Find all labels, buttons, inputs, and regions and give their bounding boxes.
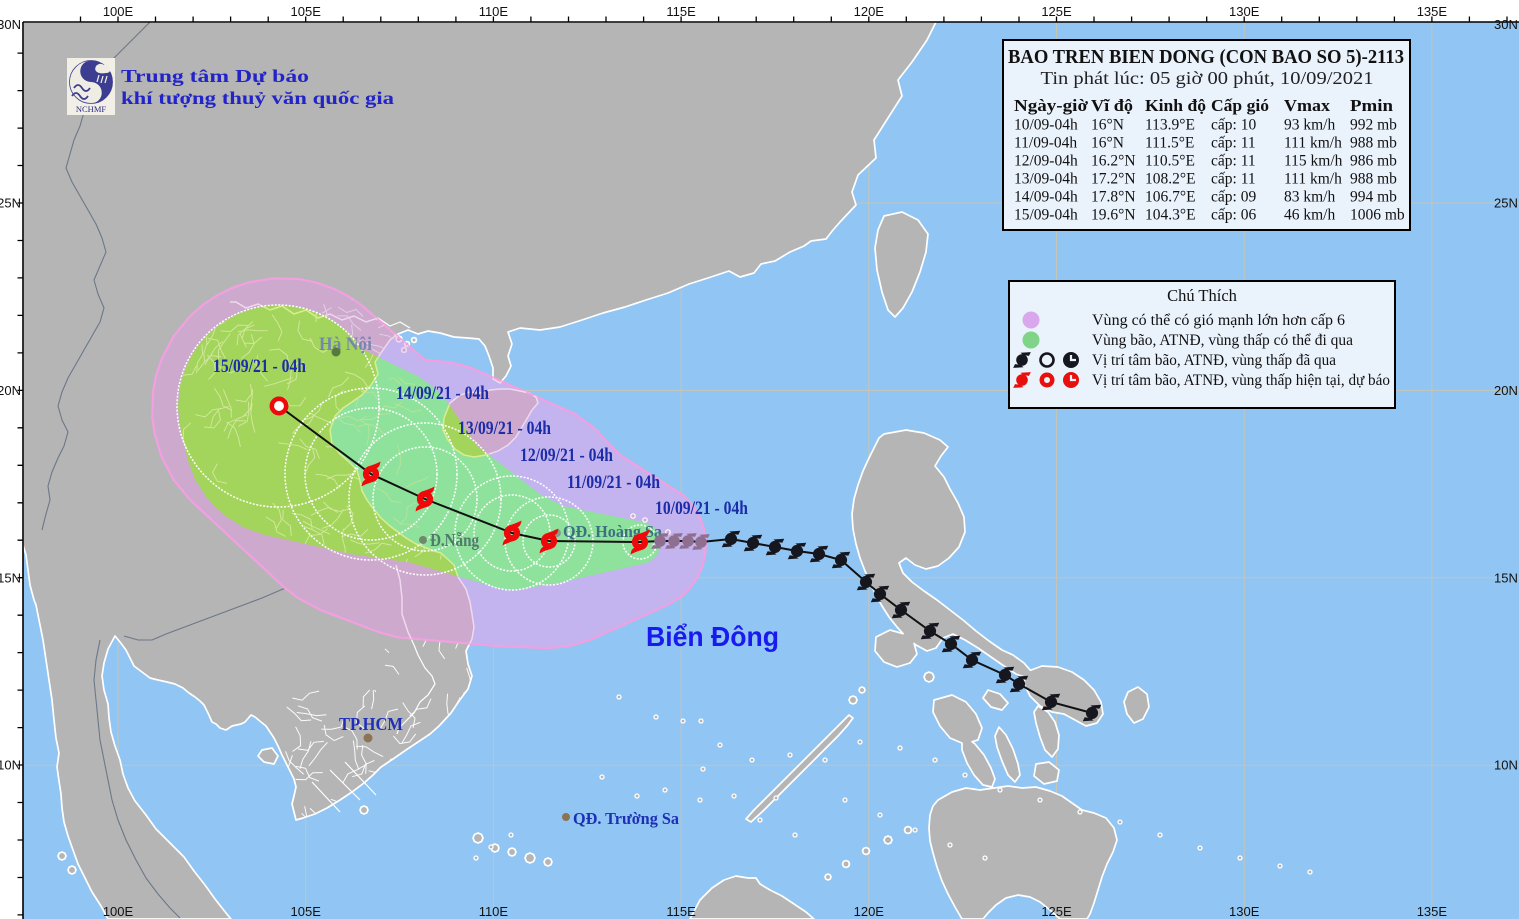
svg-text:110.5°E: 110.5°E [1145,153,1195,170]
svg-text:111.5°E: 111.5°E [1145,135,1194,152]
svg-text:15/09/21 - 04h: 15/09/21 - 04h [213,356,306,377]
svg-text:16°N: 16°N [1091,117,1124,134]
svg-text:15/09-04h: 15/09-04h [1014,207,1078,224]
svg-text:Vùng bão, ATNĐ, vùng thấp có t: Vùng bão, ATNĐ, vùng thấp có thể đi qua [1092,332,1353,349]
svg-text:115E: 115E [666,904,696,919]
svg-text:20N: 20N [1494,383,1518,398]
svg-text:106.7°E: 106.7°E [1145,189,1196,206]
svg-text:17.2°N: 17.2°N [1091,171,1136,188]
svg-text:16.2°N: 16.2°N [1091,153,1136,170]
svg-text:Đ.Nẵng: Đ.Nẵng [430,530,479,550]
svg-text:NCHMF: NCHMF [76,104,107,114]
svg-text:14/09/21 - 04h: 14/09/21 - 04h [396,383,489,404]
svg-text:111 km/h: 111 km/h [1284,135,1342,152]
svg-text:Biển Đông: Biển Đông [646,621,779,652]
svg-text:10/09-04h: 10/09-04h [1014,117,1078,134]
svg-text:108.2°E: 108.2°E [1145,171,1196,188]
svg-text:988 mb: 988 mb [1350,171,1397,188]
svg-text:cấp: 10: cấp: 10 [1211,117,1256,134]
svg-text:25N: 25N [1494,196,1518,211]
svg-text:125E: 125E [1041,4,1072,19]
svg-text:120E: 120E [854,904,885,919]
svg-text:17.8°N: 17.8°N [1091,189,1136,206]
svg-text:cấp: 11: cấp: 11 [1211,135,1256,152]
svg-text:Tin phát lúc: 05 giờ 00 phút,: Tin phát lúc: 05 giờ 00 phút, 10/09/2021 [1041,68,1374,88]
svg-text:20N: 20N [0,383,21,398]
svg-text:Vùng có thể có gió mạnh lớn hơ: Vùng có thể có gió mạnh lớn hơn cấp 6 [1092,312,1345,329]
svg-text:11/09-04h: 11/09-04h [1014,135,1077,152]
svg-text:100E: 100E [103,904,134,919]
svg-text:Vmax: Vmax [1284,96,1331,115]
svg-text:104.3°E: 104.3°E [1145,207,1196,224]
svg-text:111 km/h: 111 km/h [1284,171,1342,188]
svg-text:130E: 130E [1229,904,1260,919]
svg-text:992 mb: 992 mb [1350,117,1397,134]
svg-text:19.6°N: 19.6°N [1091,207,1136,224]
svg-text:BAO TREN BIEN DONG (CON BAO SO: BAO TREN BIEN DONG (CON BAO SO 5)-2113 [1008,47,1404,68]
svg-text:13/09-04h: 13/09-04h [1014,171,1078,188]
svg-text:Hà Nội: Hà Nội [319,334,372,355]
svg-text:1006 mb: 1006 mb [1350,207,1405,224]
svg-text:986 mb: 986 mb [1350,153,1397,170]
svg-text:13/09/21 - 04h: 13/09/21 - 04h [458,418,551,439]
svg-text:cấp: 11: cấp: 11 [1211,171,1256,188]
svg-text:16°N: 16°N [1091,135,1124,152]
svg-text:15N: 15N [0,570,21,585]
svg-text:Trung tâm Dự báo: Trung tâm Dự báo [121,66,309,86]
svg-text:15N: 15N [1494,570,1518,585]
svg-text:Cấp gió: Cấp gió [1211,96,1269,115]
svg-text:130E: 130E [1229,4,1260,19]
svg-text:30N: 30N [0,17,21,32]
svg-text:Pmin: Pmin [1350,96,1394,115]
svg-text:93 km/h: 93 km/h [1284,117,1335,134]
svg-text:12/09-04h: 12/09-04h [1014,153,1078,170]
svg-text:Vị trí tâm bão, ATNĐ, vùng thấ: Vị trí tâm bão, ATNĐ, vùng thấp hiện tại… [1092,372,1390,389]
svg-text:Kinh độ: Kinh độ [1145,96,1206,115]
svg-text:135E: 135E [1417,904,1448,919]
svg-text:105E: 105E [291,904,322,919]
svg-text:14/09-04h: 14/09-04h [1014,189,1078,206]
svg-text:30N: 30N [1494,17,1518,32]
svg-text:10/09/21 - 04h: 10/09/21 - 04h [655,498,748,519]
svg-text:110E: 110E [479,4,509,19]
svg-text:Vị trí tâm bão, ATNĐ, vùng thấ: Vị trí tâm bão, ATNĐ, vùng thấp đã qua [1092,352,1336,369]
svg-text:QĐ. Trường Sa: QĐ. Trường Sa [573,809,679,828]
svg-text:135E: 135E [1417,4,1448,19]
svg-text:125E: 125E [1041,904,1072,919]
svg-text:11/09/21 - 04h: 11/09/21 - 04h [567,472,660,493]
svg-text:Chú Thích: Chú Thích [1167,286,1238,305]
svg-text:Vĩ độ: Vĩ độ [1091,96,1133,115]
svg-text:994 mb: 994 mb [1350,189,1397,206]
svg-text:105E: 105E [291,4,322,19]
svg-text:100E: 100E [103,4,134,19]
svg-text:110E: 110E [479,904,509,919]
svg-text:115E: 115E [666,4,696,19]
svg-text:Ngày-giờ: Ngày-giờ [1014,96,1089,115]
svg-text:cấp: 09: cấp: 09 [1211,189,1256,206]
svg-text:khí tượng thuỷ văn quốc gia: khí tượng thuỷ văn quốc gia [121,88,394,108]
svg-text:cấp: 11: cấp: 11 [1211,153,1256,170]
svg-text:10N: 10N [1494,758,1518,773]
svg-text:115 km/h: 115 km/h [1284,153,1343,170]
svg-text:83 km/h: 83 km/h [1284,189,1335,206]
svg-text:46 km/h: 46 km/h [1284,207,1335,224]
svg-text:988 mb: 988 mb [1350,135,1397,152]
svg-text:113.9°E: 113.9°E [1145,117,1195,134]
svg-text:12/09/21 - 04h: 12/09/21 - 04h [520,445,613,466]
svg-text:25N: 25N [0,196,21,211]
svg-text:cấp: 06: cấp: 06 [1211,207,1256,224]
svg-text:120E: 120E [854,4,885,19]
svg-text:TP.HCM: TP.HCM [339,714,403,734]
svg-text:10N: 10N [0,758,21,773]
